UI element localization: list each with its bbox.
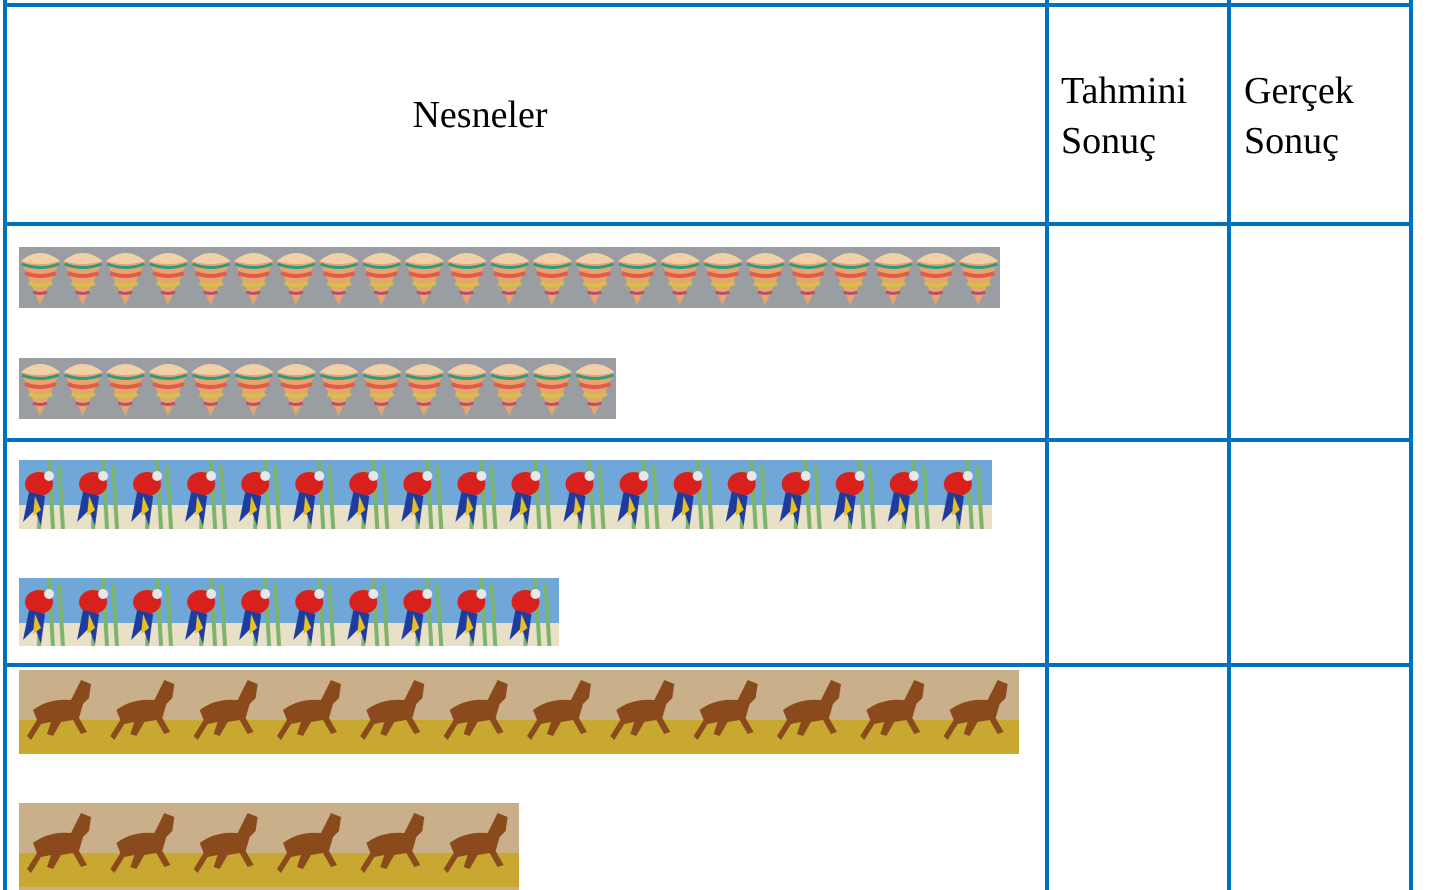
- table-borders: [3, 0, 1413, 890]
- horses: [19, 670, 1019, 754]
- spinning-tops: [19, 358, 616, 419]
- header-objects: Nesneler: [412, 94, 548, 136]
- spinning-tops: [19, 247, 1000, 308]
- parrots: [19, 578, 559, 646]
- header-estimate: Tahmini Sonuç: [1061, 70, 1188, 162]
- horses: [19, 803, 519, 890]
- parrots: [19, 460, 992, 529]
- header-actual: Gerçek Sonuç: [1244, 70, 1354, 162]
